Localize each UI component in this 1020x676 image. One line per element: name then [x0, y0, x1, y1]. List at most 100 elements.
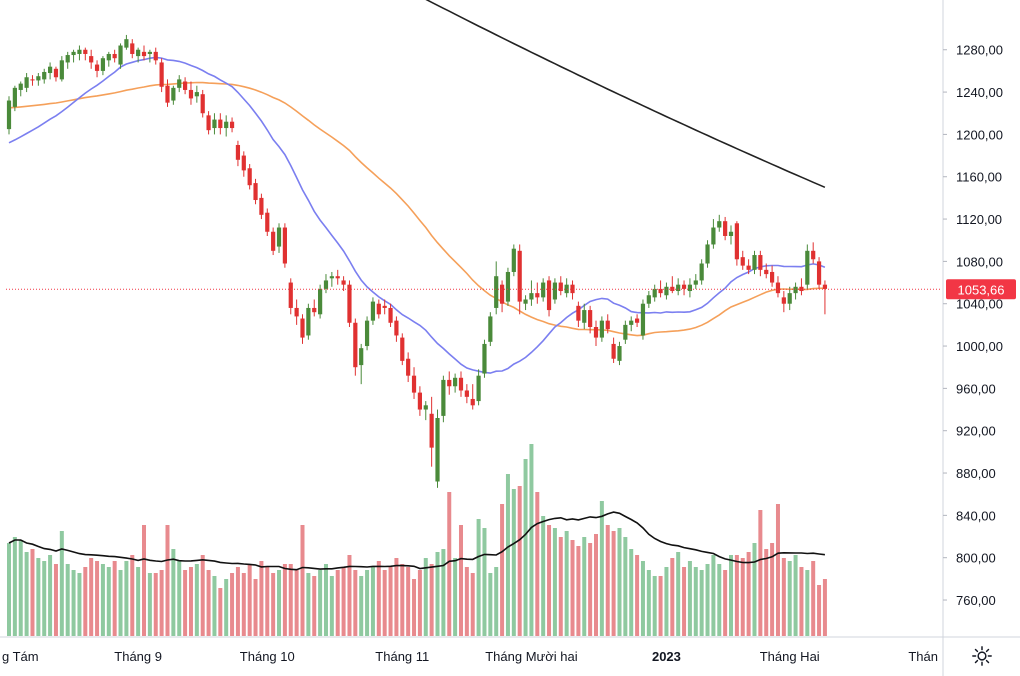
candle-body [77, 49, 82, 54]
candle-body [582, 310, 587, 323]
candle-body [787, 293, 792, 304]
volume-bar [447, 492, 452, 636]
candle-body [417, 392, 422, 410]
volume-bar [24, 552, 29, 636]
volume-bar [124, 561, 129, 636]
candle-body [435, 418, 440, 482]
candle-body [71, 51, 76, 56]
candle-body [476, 375, 481, 402]
candle-body [611, 343, 616, 359]
time-axis[interactable]: g Tám Tháng 9 Tháng 10 Tháng 11 Tháng Mười h… [2, 649, 938, 664]
volume-bar [312, 576, 317, 636]
candle-body [406, 358, 411, 376]
volume-bar [171, 549, 176, 636]
candle-body [593, 327, 599, 338]
volume-bar [118, 570, 123, 636]
candle-body [218, 119, 223, 129]
volume-bar [817, 585, 822, 636]
candle-body [276, 227, 282, 247]
price-tick-label: 1000,00 [956, 339, 1003, 354]
volume-bar [394, 558, 399, 636]
volume-bar [100, 564, 105, 636]
volume-bar [382, 570, 387, 636]
candle-body [599, 320, 604, 338]
volume-bar [353, 570, 358, 636]
time-axis-label: 2023 [652, 649, 681, 664]
volume-bar [412, 579, 417, 636]
candle-body [329, 276, 334, 279]
volume-bar [740, 558, 745, 636]
candle-body [318, 288, 323, 315]
price-axis[interactable]: 1280,00 1240,00 1200,00 1160,00 1120,00 1080,… [943, 43, 1003, 608]
volume-bar [558, 537, 563, 636]
price-tick-label: 1040,00 [956, 297, 1003, 312]
settings-button[interactable] [966, 640, 998, 672]
volume-bar [576, 546, 581, 636]
volume-bar [811, 561, 816, 636]
price-tick-label: 1240,00 [956, 85, 1003, 100]
candle-body [394, 320, 399, 336]
candle-body [511, 248, 516, 272]
volume-bar [400, 564, 405, 636]
candle-body [699, 263, 704, 281]
volume-bar [441, 549, 446, 636]
candle-body [165, 85, 170, 103]
volume-bar [787, 561, 792, 636]
volume-bar [476, 519, 481, 636]
candle-body [147, 51, 152, 54]
price-tick-label: 1080,00 [956, 254, 1003, 269]
candle-body [816, 261, 822, 285]
candle-body [376, 303, 381, 315]
volume-bar [288, 564, 293, 636]
volume-bar [517, 486, 522, 636]
last-price-label: 1053,66 [958, 282, 1005, 297]
volume-bar [764, 549, 769, 636]
candle-body [453, 377, 458, 387]
volume-bar [605, 525, 610, 636]
volume-bar [529, 444, 534, 636]
candle-body [588, 310, 593, 327]
volume-bar [752, 543, 757, 636]
candle-body [623, 324, 628, 340]
volume-bar [42, 561, 47, 636]
candle-body [470, 398, 475, 406]
candle-body [775, 282, 781, 294]
volume-bar [365, 570, 370, 636]
candle-body [781, 297, 786, 304]
candle-body [306, 307, 311, 336]
candle-body [194, 92, 199, 97]
volume-bar [658, 576, 663, 636]
volume-bar [212, 576, 217, 636]
volume-bar [53, 564, 58, 636]
volume-bar [541, 516, 546, 636]
volume-bar [535, 492, 540, 636]
time-axis-label: Tháng 10 [240, 649, 295, 664]
volume-bar [547, 525, 552, 636]
candle-body [312, 307, 317, 313]
volume-bar [388, 567, 393, 636]
volume-bar [582, 537, 587, 636]
candle-body [153, 51, 158, 61]
volume-bar [241, 573, 246, 636]
volume-bar [177, 561, 182, 636]
candle-body [294, 307, 299, 317]
volume-bar [65, 564, 70, 636]
volume-bar [552, 528, 557, 636]
candle-body [265, 212, 270, 232]
volume-bar [83, 567, 88, 636]
volume-bar [687, 561, 692, 636]
candle-body [136, 49, 141, 57]
candle-body [188, 89, 194, 99]
volume-bar [617, 528, 622, 636]
volume-bar [147, 573, 152, 636]
time-axis-label: Thán [908, 649, 938, 664]
candle-body [447, 379, 452, 387]
volume-bar [106, 567, 111, 636]
volume-bar [30, 549, 35, 636]
candle-body [793, 286, 798, 294]
candle-body [576, 305, 581, 321]
candle-body [728, 231, 734, 236]
candle-body [341, 280, 346, 285]
candle-body [681, 284, 687, 289]
